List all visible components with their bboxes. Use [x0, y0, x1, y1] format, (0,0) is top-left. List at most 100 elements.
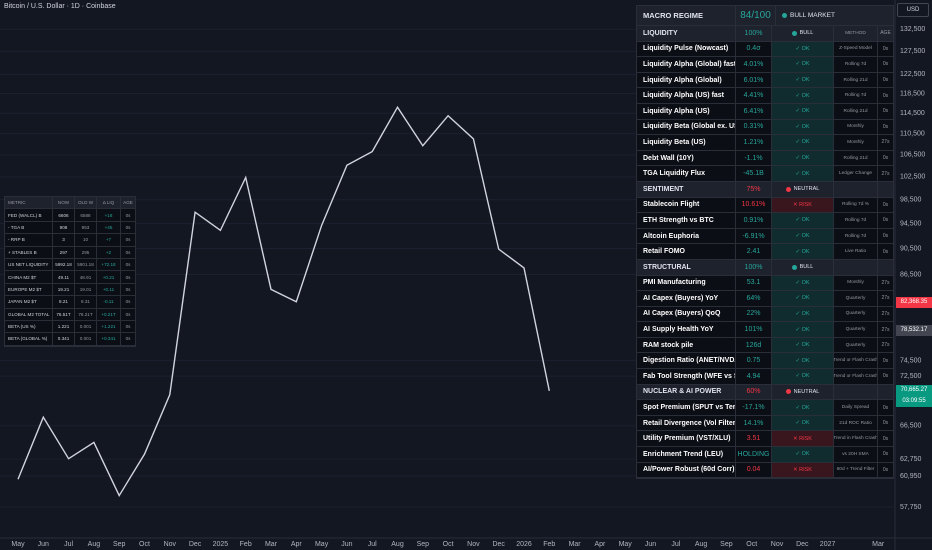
indicator-row: Enrichment Trend (LEU) HOLDING ✓ OK vs 20H …: [637, 447, 893, 463]
indicator-value: 1.21%: [736, 135, 772, 150]
indicator-status: ✓ OK: [772, 369, 834, 384]
indicator-name: Liquidity Alpha (US): [637, 103, 736, 119]
metric-cell: 8.31: [75, 296, 97, 308]
metric-cell: 1.221: [53, 320, 75, 333]
indicator-row: Liquidity Alpha (US) 6.41% ✓ OK Rolling 21d…: [637, 103, 893, 120]
metric-cell: 5901.18: [75, 258, 97, 271]
column-header: OLD W: [75, 197, 97, 209]
y-tick-label: 118,500: [900, 90, 925, 97]
indicator-value: 101%: [736, 322, 772, 337]
indicator-name: Retail Divergence (Vol Filter): [637, 415, 736, 431]
y-tick-label: 62,750: [900, 456, 922, 463]
indicator-name: AI Capex (Buyers) QoQ: [637, 306, 736, 322]
indicator-value: 0.31%: [736, 119, 772, 135]
indicator-method: Trend or Flash Crash: [834, 369, 878, 384]
metric-cell: 10: [75, 234, 97, 246]
indicator-status: ✓ OK: [772, 447, 834, 462]
indicator-value: -1.1%: [736, 150, 772, 166]
metric-cell: US NET LIQUIDITY: [5, 258, 53, 271]
price-label: 70,665.27: [896, 385, 932, 397]
metric-cell: 295: [75, 246, 97, 258]
metric-cell: 0s: [125, 224, 131, 230]
status-text: NEUTRAL: [793, 388, 820, 395]
indicator-method: Quarterly: [834, 291, 878, 306]
section-row: NUCLEAR & AI POWER 60% NEUTRAL: [637, 384, 893, 401]
regime-score: 84/100: [736, 6, 776, 25]
indicator-value: 4.94: [736, 369, 772, 384]
metric-cell: 0s: [125, 262, 131, 268]
indicator-method: Quarterly: [834, 306, 878, 322]
column-header: NOW: [53, 197, 75, 209]
indicator-status: ✓ OK: [772, 135, 834, 150]
method-header: [834, 181, 878, 197]
x-tick-label: Dec: [796, 541, 809, 548]
x-tick-label: Jul: [368, 541, 377, 548]
indicator-method: Ledger Change: [834, 166, 878, 181]
indicator-method: Monthly: [834, 135, 878, 150]
age-header: [878, 182, 893, 197]
section-name: NUCLEAR & AI POWER: [637, 384, 736, 400]
macro-table: MACRO REGIME 84/100 BULL MARKET LIQUIDITY 10…: [636, 5, 894, 480]
indicator-name: ETH Strength vs BTC: [637, 213, 736, 228]
column-header: Δ LIQ: [97, 197, 121, 209]
indicator-age: 0s: [882, 201, 889, 208]
currency-button[interactable]: USD: [897, 3, 929, 17]
indicator-name: Fab Tool Strength (WFE vs SPY): [637, 369, 736, 384]
indicator-age: 27s: [881, 139, 890, 146]
price-line: [17, 105, 550, 498]
indicator-age: 27s: [881, 279, 890, 286]
indicator-status: ✓ OK: [772, 337, 834, 353]
age-header: [878, 260, 893, 275]
indicator-value: -17.1%: [736, 400, 772, 415]
metric-cell: 0s: [125, 311, 131, 317]
header-row: MACRO REGIME 84/100 BULL MARKET: [637, 6, 893, 26]
indicator-method: Monthly: [834, 119, 878, 135]
indicator-method: vs 20H SMA: [834, 447, 878, 462]
metric-cell: 0s: [125, 237, 131, 243]
metric-row: JAPAN M2 $T 8.21 8.31 -0.11 0s: [5, 296, 135, 309]
indicator-name: Retail FOMO: [637, 244, 736, 259]
indicator-row: Liquidity Alpha (Global) 6.01% ✓ OK Rolling…: [637, 72, 893, 89]
indicator-method: 60d + Trend Filter: [834, 462, 878, 478]
indicator-name: Liquidity Beta (Global ex. US): [637, 119, 736, 135]
metric-cell: 0s: [125, 336, 131, 342]
indicator-age: 0s: [882, 435, 889, 442]
indicator-status: ✓ OK: [772, 88, 834, 103]
metric-cell: 953: [75, 221, 97, 234]
age-header: AGE: [880, 30, 891, 37]
indicator-age: 27s: [881, 342, 890, 349]
method-header: METHOD: [834, 26, 878, 41]
indicator-name: Digestion Ratio (ANET/NVDA): [637, 353, 736, 369]
indicator-value: 22%: [736, 306, 772, 322]
indicator-age: 0s: [882, 123, 889, 130]
indicator-value: 64%: [736, 291, 772, 306]
x-tick-label: May: [315, 541, 329, 548]
status-text: BULL: [799, 264, 814, 271]
indicator-row: Fab Tool Strength (WFE vs SPY)4.94✓ OKTr…: [637, 369, 893, 385]
status-text: NEUTRAL: [793, 186, 820, 193]
indicator-value: -45.1B: [736, 166, 772, 181]
indicator-status: ✓ OK: [772, 244, 834, 259]
metric-cell: 0s: [125, 324, 131, 330]
indicator-row: Digestion Ratio (ANET/NVDA) 0.75 ✓ OK Trend…: [637, 353, 893, 370]
x-tick-label: Oct: [746, 541, 757, 548]
x-tick-label: Jul: [64, 541, 73, 548]
countdown: 03:09:55: [896, 396, 932, 408]
indicator-row: ETH Strength vs BTC 0.91% ✓ OK Rolling 7d 0s: [637, 213, 893, 229]
y-tick-label: 57,750: [900, 504, 922, 511]
indicator-status: ✓ OK: [772, 150, 834, 166]
indicator-row: AI Capex (Buyers) YoY 64% ✓ OK Quarterly 27s: [637, 291, 893, 307]
x-tick-label: Feb: [240, 541, 252, 548]
indicator-row: Utility Premium (VST/XLU) 3.51 ✕ RISK Trend…: [637, 431, 893, 448]
indicator-status: ✕ RISK: [772, 431, 834, 447]
indicator-method: Rolling 7d %: [834, 197, 878, 213]
indicator-value: 2.41: [736, 244, 772, 259]
section-status: BULL: [772, 259, 834, 275]
indicator-age: 27s: [881, 310, 890, 317]
regime-label: BULL MARKET: [776, 6, 893, 25]
x-tick-label: Apr: [291, 541, 303, 548]
metric-row: CHINA M2 $T 49.11 48.91 +0.21 0s: [5, 271, 135, 284]
indicator-name: Liquidity Pulse (Nowcast): [637, 41, 736, 57]
x-tick-label: May: [11, 541, 25, 548]
status-text: BULL: [799, 30, 814, 37]
